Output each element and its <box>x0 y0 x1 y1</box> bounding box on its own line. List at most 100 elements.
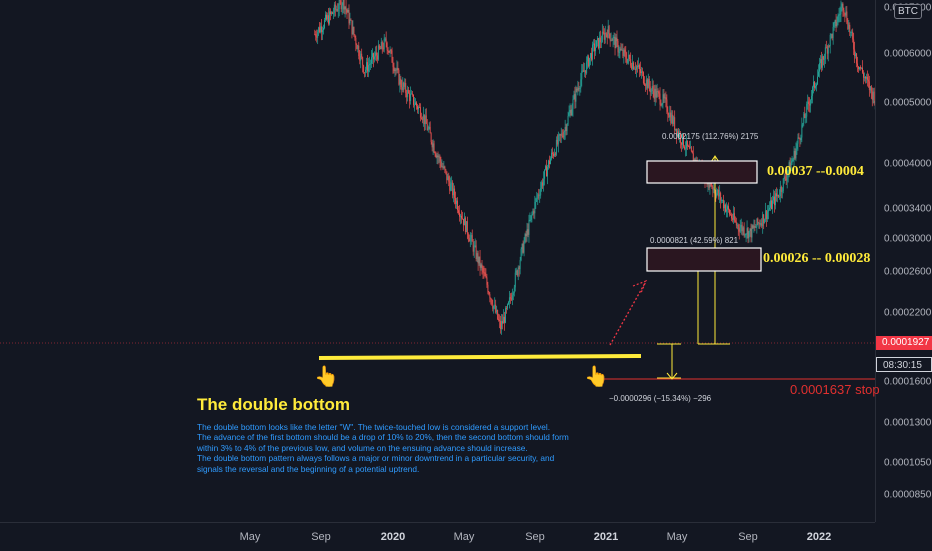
candle-body <box>316 37 317 38</box>
candle-body <box>743 227 744 231</box>
candle-body <box>375 53 376 57</box>
candle-body <box>742 225 743 231</box>
candle-body <box>797 144 798 149</box>
candle-body <box>488 292 489 294</box>
candle-body <box>849 25 850 33</box>
symbol-badge[interactable]: BTC <box>894 4 922 19</box>
candle-body <box>807 102 808 104</box>
candle-body <box>814 82 815 88</box>
candle-body <box>530 215 531 220</box>
candle-body <box>806 104 807 117</box>
candle-body <box>497 310 498 319</box>
target2-label: 0.00037 --0.0004 <box>767 164 864 180</box>
candle-body <box>491 299 492 304</box>
candle-body <box>470 238 471 242</box>
candle-body <box>446 171 447 180</box>
candle-body <box>486 277 487 284</box>
candle-body <box>586 61 587 73</box>
candle-body <box>440 162 441 167</box>
candle-body <box>434 143 435 152</box>
measure2-label: 0.0002175 (112.76%) 2175 <box>662 132 758 141</box>
candle-body <box>793 159 794 161</box>
candle-body <box>569 113 570 116</box>
candle-body <box>642 71 643 72</box>
candle-body <box>848 25 849 29</box>
candle-body <box>459 213 460 217</box>
price-axis[interactable] <box>875 0 932 522</box>
candle-body <box>690 147 691 148</box>
candle-body <box>745 235 746 236</box>
candle-body <box>327 15 328 19</box>
candle-body <box>462 219 463 220</box>
candle-body <box>370 64 371 65</box>
candle-body <box>477 253 478 259</box>
candle-body <box>348 10 349 13</box>
candle-body <box>533 211 534 213</box>
candle-body <box>540 188 541 195</box>
candle-body <box>816 84 817 86</box>
candle-body <box>794 151 795 159</box>
candle-body <box>503 317 504 324</box>
candle-body <box>846 12 847 23</box>
candle-body <box>564 132 565 138</box>
y-tick-label: 0.0003000 <box>884 234 931 245</box>
candle-body <box>331 12 332 14</box>
candle-body <box>755 227 756 228</box>
annotation-title: The double bottom <box>197 395 350 415</box>
candle-body <box>358 46 359 56</box>
candle-body <box>366 62 367 70</box>
candle-body <box>762 214 763 226</box>
candle-body <box>821 59 822 68</box>
candle-body <box>403 83 404 87</box>
candle-body <box>378 45 379 59</box>
candle-body <box>717 190 718 193</box>
candle-body <box>779 196 780 197</box>
candle-body <box>538 194 539 195</box>
candle-body <box>729 210 730 215</box>
candle-body <box>593 44 594 45</box>
candle-body <box>744 227 745 235</box>
candle-body <box>588 56 589 66</box>
x-tick-label: May <box>667 531 688 543</box>
candle-body <box>546 166 547 176</box>
measure1-label: 0.0000821 (42.59%) 821 <box>650 236 738 245</box>
candle-body <box>556 140 557 155</box>
candle-body <box>572 109 573 115</box>
candle-body <box>484 273 485 277</box>
candle-body <box>465 218 466 232</box>
candle-body <box>609 26 610 34</box>
candle-body <box>549 160 550 164</box>
candle-body <box>737 225 738 226</box>
candle-body <box>618 41 619 52</box>
candle-body <box>341 0 342 9</box>
candle-body <box>739 229 740 232</box>
candle-body <box>619 49 620 52</box>
candle-body <box>382 42 383 48</box>
candle-body <box>551 153 552 159</box>
candle-body <box>601 42 602 43</box>
candle-body <box>660 94 661 105</box>
candle-body <box>395 70 396 71</box>
candle-body <box>559 134 560 135</box>
candle-body <box>768 210 769 212</box>
description-line: within 3% to 4% of the previous low, and… <box>197 443 607 453</box>
candle-body <box>450 184 451 191</box>
candle-body <box>452 183 453 196</box>
candle-body <box>639 65 640 69</box>
candle-body <box>384 39 385 50</box>
candle-body <box>822 56 823 68</box>
candle-body <box>582 70 583 71</box>
candle-body <box>330 11 331 14</box>
candle-body <box>343 0 344 5</box>
candle-body <box>671 115 672 123</box>
candle-body <box>499 320 500 321</box>
candle-body <box>649 79 650 87</box>
candle-body <box>447 176 448 180</box>
candle-body <box>565 127 566 132</box>
description-line: The advance of the first bottom should b… <box>197 432 607 442</box>
candle-body <box>758 223 759 224</box>
candle-body <box>621 50 622 51</box>
candle-body <box>728 206 729 210</box>
candle-body <box>487 285 488 293</box>
candle-body <box>430 127 431 133</box>
